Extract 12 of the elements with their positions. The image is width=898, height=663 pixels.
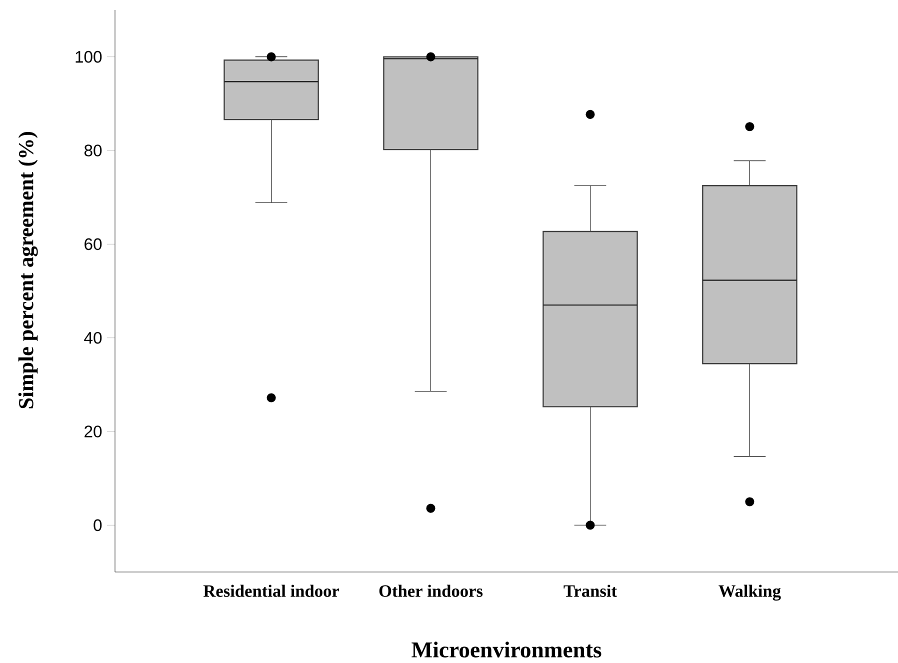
y-tick-label: 20 (84, 426, 102, 438)
y-tick-label: 80 (84, 144, 102, 156)
y-tick-label: 40 (84, 332, 102, 344)
x-tick-label: Other indoors (379, 584, 483, 597)
x-tick-label: Residential indoor (203, 584, 340, 597)
y-tick-label: 100 (76, 50, 102, 63)
x-axis-title: Microenvironments (412, 642, 602, 658)
y-tick-label: 0 (94, 519, 102, 532)
x-tick-label: Transit (564, 584, 617, 597)
y-axis-title: Simple percent agreement (%) (18, 132, 38, 408)
y-tick-label: 60 (84, 238, 102, 250)
x-tick-label: Walking (718, 584, 781, 601)
